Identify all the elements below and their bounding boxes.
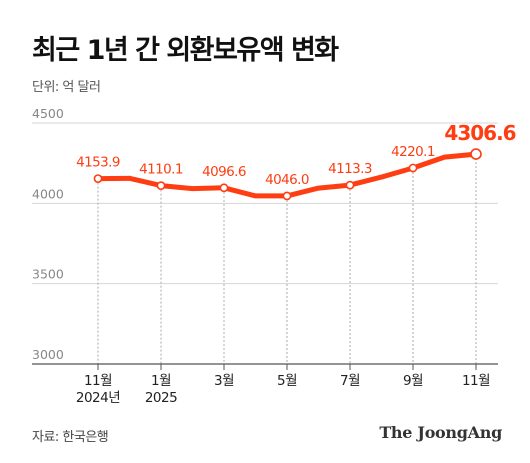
data-point: [345, 180, 355, 190]
x-tick-label-year: 2024년: [76, 390, 120, 406]
data-point: [470, 148, 482, 160]
brand-logo: The JoongAng: [379, 423, 502, 442]
data-point: [408, 163, 418, 173]
x-tick-label: 11월: [84, 373, 112, 389]
source-note: 자료: 한국은행: [32, 430, 109, 445]
y-tick-label: 3000: [32, 347, 64, 362]
data-label-latest: 4306.6: [444, 121, 515, 145]
x-guide-lines: [97, 154, 477, 370]
gridlines: [32, 122, 498, 285]
chart-title: 최근 1년 간 외환보유액 변화: [32, 35, 339, 66]
x-tick-label: 9월: [403, 373, 423, 389]
data-label: 4220.1: [391, 144, 435, 160]
data-label: 4110.1: [139, 162, 183, 178]
data-point: [156, 181, 166, 191]
data-label: 4096.6: [202, 164, 246, 180]
x-tick-label: 1월: [151, 373, 171, 389]
data-points: [93, 148, 482, 201]
y-tick-labels: 3000 3500 4000 4500: [32, 106, 64, 362]
unit-label: 단위: 억 달러: [32, 80, 101, 95]
data-point: [282, 191, 292, 201]
data-label: 4046.0: [265, 172, 309, 188]
x-tick-label-year: 2025: [145, 390, 177, 406]
data-label: 4153.9: [76, 155, 120, 171]
x-tick-label: 7월: [340, 373, 360, 389]
y-tick-label: 3500: [32, 267, 64, 282]
y-tick-label: 4000: [32, 186, 64, 201]
data-labels: 4153.9 4110.1 4096.6 4046.0 4113.3 4220.1 4306…: [76, 121, 516, 188]
x-tick-label: 5월: [277, 373, 297, 389]
x-tick-label: 11월: [462, 373, 490, 389]
data-point: [219, 183, 229, 193]
data-point: [93, 174, 103, 184]
data-label: 4113.3: [328, 161, 372, 177]
y-tick-label: 4500: [32, 106, 64, 121]
x-tick-label: 3월: [214, 373, 234, 389]
